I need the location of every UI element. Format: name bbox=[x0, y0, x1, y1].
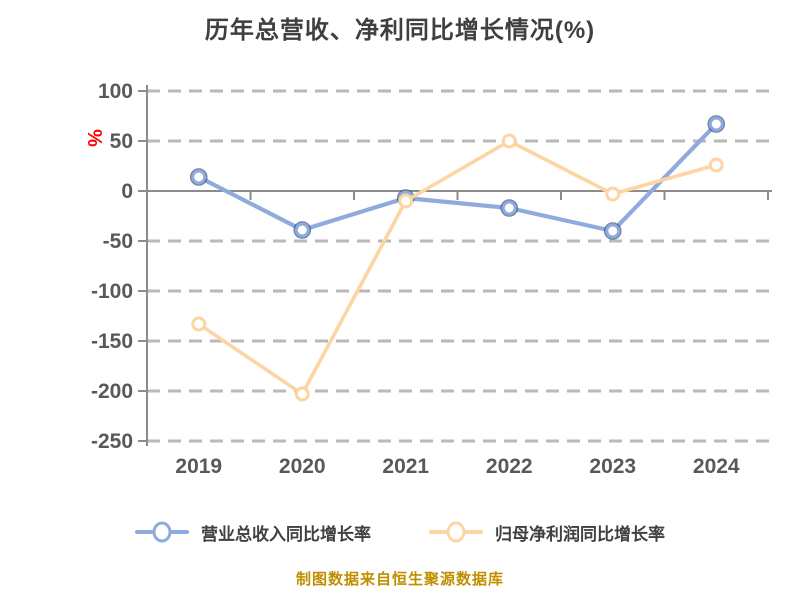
data-point-marker bbox=[398, 193, 414, 209]
data-point-marker bbox=[294, 386, 310, 402]
y-tick-label: 100 bbox=[98, 80, 133, 103]
legend-label-revenue-growth: 营业总收入同比增长率 bbox=[201, 524, 371, 544]
x-axis-ticks bbox=[146, 191, 769, 200]
data-source-note: 制图数据来自恒生聚源数据库 bbox=[295, 571, 504, 588]
legend-item-net-profit-growth: 归母净利润同比增长率 bbox=[429, 520, 665, 545]
x-tick-label: 2023 bbox=[589, 455, 636, 478]
net-profit-series-marker-icon bbox=[429, 521, 483, 543]
data-point-marker bbox=[191, 316, 207, 332]
data-point-marker bbox=[708, 116, 724, 132]
data-point-marker bbox=[501, 200, 517, 216]
y-tick-label: -200 bbox=[91, 380, 133, 403]
x-tick-label: 2022 bbox=[486, 455, 533, 478]
x-tick-label: 2020 bbox=[279, 455, 326, 478]
y-tick-label: -250 bbox=[91, 430, 133, 453]
x-tick-label: 2019 bbox=[175, 455, 222, 478]
data-point-marker bbox=[501, 133, 517, 149]
gridlines bbox=[147, 89, 772, 443]
y-axis-unit-label: % bbox=[83, 129, 105, 147]
data-point-marker bbox=[294, 222, 310, 238]
data-point-marker bbox=[708, 157, 724, 173]
line-chart-canvas: -250 -200 -150 -100 -50 0 50 100 2019 2020 2021 202… bbox=[83, 80, 772, 478]
y-axis-labels: -250 -200 -150 -100 -50 0 50 100 bbox=[91, 80, 147, 453]
y-tick-label: -50 bbox=[103, 230, 133, 253]
x-tick-label: 2024 bbox=[693, 455, 740, 478]
data-point-marker bbox=[191, 169, 207, 185]
data-point-marker bbox=[605, 223, 621, 239]
x-tick-label: 2021 bbox=[382, 455, 429, 478]
x-axis-labels: 2019 2020 2021 2022 2023 2024 bbox=[175, 455, 740, 478]
y-tick-label: 0 bbox=[121, 180, 133, 203]
legend-item-revenue-growth: 营业总收入同比增长率 bbox=[135, 520, 371, 545]
series-revenue-growth bbox=[189, 115, 726, 240]
y-tick-label: -150 bbox=[91, 330, 133, 353]
y-tick-label: -100 bbox=[91, 280, 133, 303]
legend-label-net-profit-growth: 归母净利润同比增长率 bbox=[495, 524, 665, 544]
revenue-series-marker-icon bbox=[135, 521, 189, 543]
series-net-profit-growth bbox=[191, 133, 724, 402]
chart-title: 历年总营收、净利同比增长情况(%) bbox=[204, 17, 596, 44]
chart-legend: 营业总收入同比增长率 归母净利润同比增长率 bbox=[0, 518, 800, 546]
data-point-marker bbox=[605, 186, 621, 202]
y-tick-label: 50 bbox=[110, 130, 133, 153]
